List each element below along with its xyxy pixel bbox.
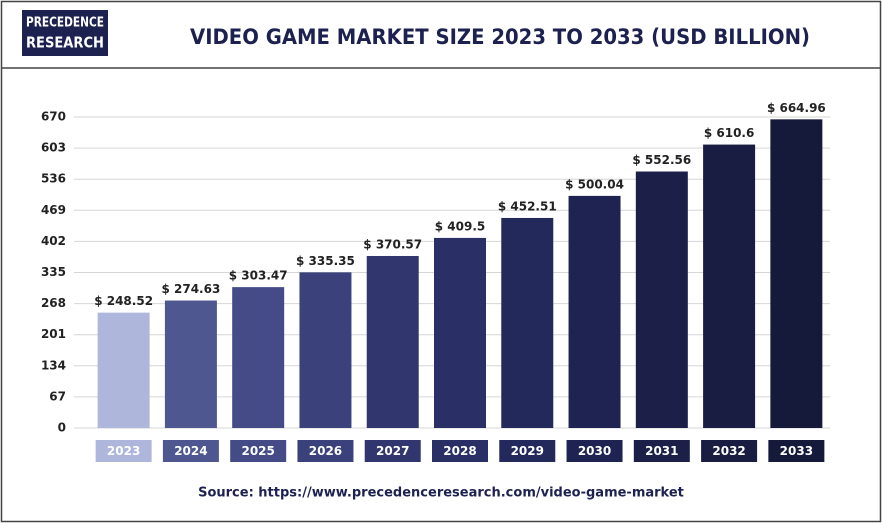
x-tick-label: 2027: [376, 444, 409, 458]
x-tick-label: 2026: [309, 444, 342, 458]
value-label: $ 664.96: [767, 101, 826, 115]
category-box: [432, 440, 488, 462]
y-tick-label: 134: [41, 358, 66, 372]
x-tick-label: 2023: [107, 444, 140, 458]
value-label: $ 335.35: [296, 254, 355, 268]
y-tick-label: 268: [41, 296, 66, 310]
value-label: $ 409.5: [435, 219, 485, 233]
bar: [366, 255, 419, 428]
y-tick-label: 201: [41, 327, 66, 341]
value-label: $ 370.57: [363, 237, 422, 251]
bar: [770, 119, 823, 428]
x-tick-label: 2030: [578, 444, 611, 458]
y-tick-label: 0: [58, 421, 66, 435]
x-tick-label: 2025: [241, 444, 274, 458]
category-box: [768, 440, 825, 462]
bar: [703, 144, 756, 428]
category-box: [95, 440, 152, 462]
bar: [164, 300, 217, 428]
logo-text: PRECEDENCE: [26, 16, 104, 31]
value-label: $ 274.63: [161, 282, 220, 296]
logo-text: RESEARCH: [26, 34, 104, 52]
category-box: [701, 440, 758, 462]
x-tick-label: 2028: [443, 444, 476, 458]
bar: [635, 171, 688, 429]
category-box: [364, 440, 421, 462]
x-tick-label: 2029: [511, 444, 544, 458]
x-tick-label: 2031: [645, 444, 678, 458]
y-tick-label: 469: [41, 203, 66, 217]
value-label: $ 610.6: [704, 126, 754, 140]
y-tick-label: 67: [49, 389, 66, 403]
logo-box: [22, 10, 108, 56]
bar: [501, 217, 554, 428]
x-tick-label: 2024: [174, 444, 207, 458]
value-label: $ 452.51: [498, 199, 557, 213]
category-box: [297, 440, 354, 462]
value-label: $ 500.04: [565, 177, 624, 191]
category-box: [633, 440, 690, 462]
category-box: [162, 440, 219, 462]
source: Source: https://www.precedenceresearch.c…: [198, 486, 684, 501]
bar: [232, 287, 285, 428]
bar: [568, 195, 621, 428]
chart-title: VIDEO GAME MARKET SIZE 2023 TO 2033 (USD…: [190, 25, 810, 49]
x-tick-label: 2033: [780, 444, 813, 458]
y-tick-label: 603: [41, 141, 66, 155]
category-box: [499, 440, 556, 462]
x-tick-label: 2032: [712, 444, 745, 458]
value-label: $ 303.47: [229, 269, 288, 283]
y-tick-label: 670: [41, 110, 66, 124]
bar: [97, 312, 150, 428]
bar: [299, 272, 352, 428]
y-tick-label: 335: [41, 265, 66, 279]
value-label: $ 552.56: [632, 153, 691, 167]
bar: [434, 237, 486, 428]
y-tick-label: 536: [41, 172, 66, 186]
category-box: [566, 440, 623, 462]
value-label: $ 248.52: [94, 294, 153, 308]
category-box: [230, 440, 287, 462]
y-tick-label: 402: [41, 234, 66, 248]
